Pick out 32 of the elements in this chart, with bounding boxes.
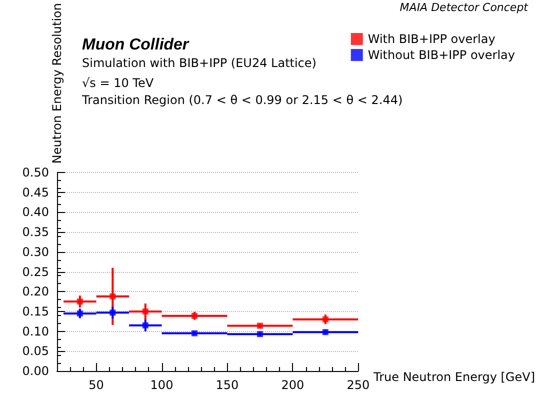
- x-axis-title: True Neutron Energy [GeV]: [372, 370, 535, 384]
- point: [76, 298, 83, 305]
- point: [142, 308, 148, 314]
- text: √s = 10 TeV: [82, 76, 154, 90]
- y-tick-label: 0.50: [22, 166, 49, 180]
- y-tick-label: 0.40: [22, 205, 49, 220]
- x-tick-label: 250: [346, 378, 370, 392]
- y-tick-label: 0.10: [22, 324, 49, 338]
- point: [110, 293, 116, 300]
- y-tick-label: 0.15: [22, 304, 49, 318]
- text: MAIA Detector Concept: [400, 1, 529, 14]
- point: [191, 312, 198, 319]
- x-tick-label: 100: [150, 378, 174, 392]
- y-tick-label: 0.20: [22, 284, 49, 299]
- y-tick-label: 0.05: [22, 344, 49, 358]
- y-tick-label: 0.30: [22, 244, 49, 259]
- x-tick-label: 50: [88, 378, 104, 392]
- y-tick-label: 0.00: [22, 364, 49, 378]
- x-tick-label: 200: [281, 378, 304, 392]
- point: [110, 310, 116, 316]
- y-tick-label: 0.45: [22, 185, 49, 200]
- x-tick-label: 150: [216, 378, 239, 392]
- y-tick-label: 0.35: [22, 225, 49, 240]
- text: Simulation with BIB+IPP (EU24 Lattice): [82, 56, 316, 70]
- text: Transition Region (0.7 < θ < 0.99 or 2.15 < θ < 2.44): [81, 93, 403, 107]
- point: [142, 322, 148, 328]
- point: [191, 330, 198, 336]
- legend-label: Without BIB+IPP overlay: [368, 48, 516, 62]
- y-axis-title: Neutron Energy Resolution: [50, 3, 64, 164]
- y-tick-label: 0.25: [22, 264, 49, 279]
- text: Muon Collider: [82, 36, 190, 54]
- legend-label: With BIB+IPP overlay: [368, 32, 496, 46]
